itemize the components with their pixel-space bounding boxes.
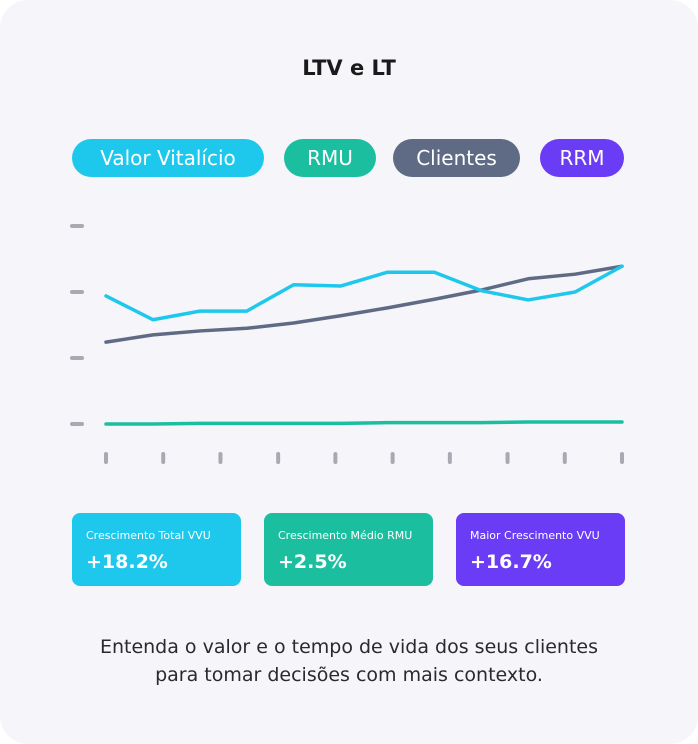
stat-card: Maior Crescimento VVU +16.7% (456, 513, 625, 586)
stat-card: Crescimento Médio RMU +2.5% (264, 513, 433, 586)
footer-line: para tomar decisões com mais contexto. (155, 664, 543, 686)
stat-value: +16.7% (470, 551, 552, 573)
chart-title: LTV e LT (302, 56, 396, 80)
stat-value: +18.2% (86, 551, 168, 573)
series-line (104, 264, 624, 322)
footer-line: Entenda o valor e o tempo de vida dos se… (99, 636, 599, 658)
series-line (104, 420, 624, 426)
series-line (104, 264, 624, 344)
stat-label: Crescimento Total VVU (86, 529, 211, 542)
stat-card: Crescimento Total VVU +18.2% (72, 513, 241, 586)
legend-pill[interactable]: RRM (540, 139, 624, 177)
legend-pill[interactable]: Clientes (393, 139, 520, 177)
legend-pill[interactable]: RMU (284, 139, 376, 177)
stat-value: +2.5% (278, 551, 347, 573)
legend-pill[interactable]: Valor Vitalício (72, 139, 264, 177)
stat-label: Maior Crescimento VVU (470, 529, 600, 542)
stat-label: Crescimento Médio RMU (278, 529, 413, 542)
